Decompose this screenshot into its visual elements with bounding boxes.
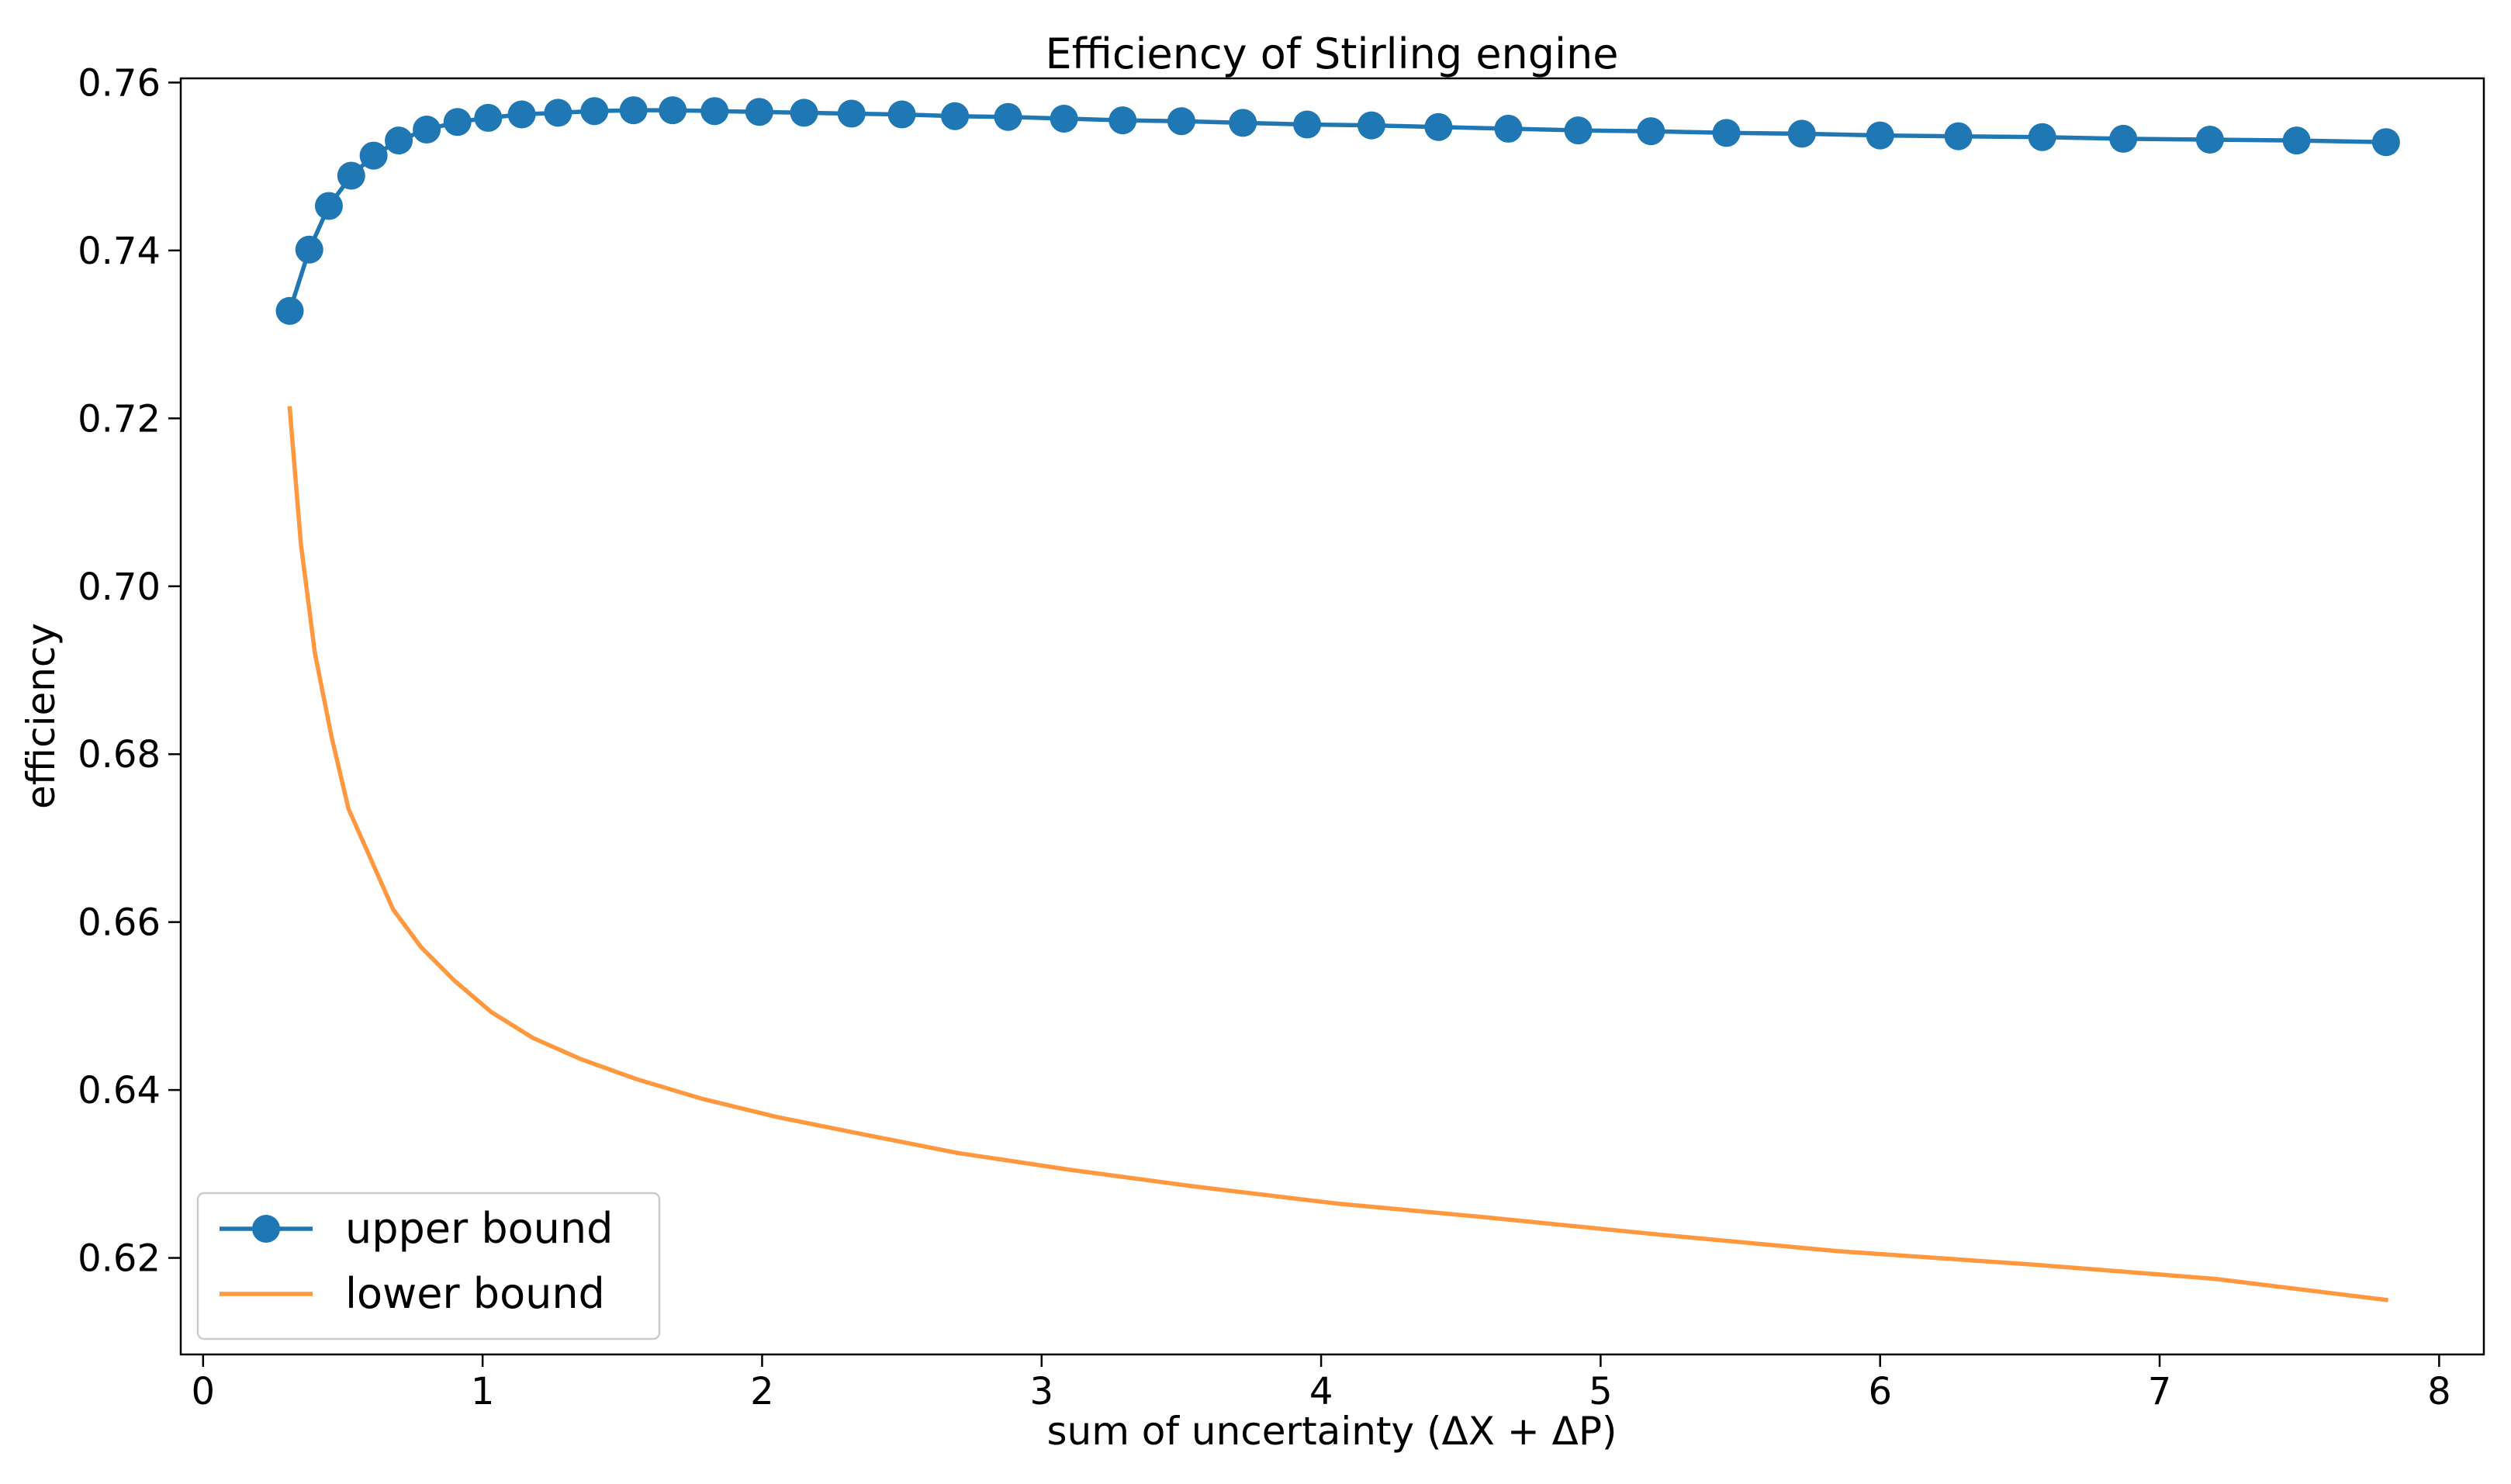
data-point-upper-bound xyxy=(1866,121,1894,150)
data-point-upper-bound xyxy=(1167,107,1195,136)
x-tick-label: 8 xyxy=(2427,1370,2451,1413)
plot-frame xyxy=(179,77,2485,1356)
legend-label-lower-bound: lower bound xyxy=(345,1269,605,1318)
data-point-upper-bound xyxy=(443,108,472,137)
data-point-upper-bound xyxy=(1712,119,1741,147)
data-point-upper-bound xyxy=(2282,126,2311,155)
legend-label-upper-bound: upper bound xyxy=(345,1204,613,1253)
data-point-upper-bound xyxy=(1787,119,1816,148)
x-tick-label: 3 xyxy=(1029,1370,1053,1413)
data-point-upper-bound xyxy=(837,99,866,128)
y-tick-label: 0.66 xyxy=(78,901,161,945)
data-point-upper-bound xyxy=(359,141,388,170)
x-tick-label: 1 xyxy=(471,1370,495,1413)
y-tick-label: 0.72 xyxy=(78,397,161,441)
data-point-upper-bound xyxy=(507,100,536,129)
data-point-upper-bound xyxy=(2195,126,2224,154)
x-axis: 0 1 2 3 4 5 6 7 8 xyxy=(192,1354,2451,1413)
data-point-upper-bound xyxy=(1050,104,1078,133)
y-axis: 0.62 0.64 0.66 0.68 0.70 0.72 0.74 0.76 xyxy=(78,61,181,1281)
data-point-upper-bound xyxy=(941,102,970,130)
data-point-upper-bound xyxy=(745,98,773,126)
data-point-upper-bound xyxy=(413,116,441,144)
series-line-upper-bound xyxy=(287,108,2388,314)
data-point-upper-bound xyxy=(1293,110,1322,139)
x-tick-label: 0 xyxy=(192,1370,216,1413)
data-point-upper-bound xyxy=(314,192,343,220)
x-tick-label: 6 xyxy=(1868,1370,1892,1413)
data-point-upper-bound xyxy=(1109,106,1137,135)
x-tick-label: 7 xyxy=(2148,1370,2172,1413)
data-point-upper-bound xyxy=(275,296,304,325)
data-point-upper-bound xyxy=(1494,114,1523,143)
data-point-upper-bound xyxy=(544,99,572,127)
y-tick-label: 0.76 xyxy=(78,61,161,105)
data-point-upper-bound xyxy=(2028,123,2056,151)
data-point-upper-bound xyxy=(1564,116,1593,145)
data-point-upper-bound xyxy=(580,97,609,126)
series-line-lower-bound xyxy=(287,406,2388,1302)
data-point-upper-bound xyxy=(994,102,1022,131)
x-tick-label: 2 xyxy=(750,1370,774,1413)
data-point-upper-bound xyxy=(700,97,729,126)
y-tick-label: 0.70 xyxy=(78,566,161,609)
data-point-upper-bound xyxy=(1637,117,1665,146)
legend-box xyxy=(196,1192,661,1340)
data-point-upper-bound xyxy=(2109,124,2138,153)
y-tick-label: 0.62 xyxy=(78,1237,161,1281)
data-point-upper-bound xyxy=(887,100,916,129)
data-point-upper-bound xyxy=(659,96,687,125)
data-point-upper-bound xyxy=(619,96,648,125)
data-point-upper-bound xyxy=(1944,122,1973,150)
x-axis-label: sum of uncertainty (ΔX + ΔP) xyxy=(1046,1409,1617,1454)
x-tick-label: 5 xyxy=(1589,1370,1613,1413)
data-point-upper-bound xyxy=(1229,109,1257,137)
y-axis-label: efficiency xyxy=(19,623,64,809)
data-point-upper-bound xyxy=(337,161,365,190)
x-tick-label: 4 xyxy=(1309,1370,1333,1413)
plot-area xyxy=(275,96,2400,1302)
data-point-upper-bound xyxy=(790,99,818,127)
data-point-upper-bound xyxy=(2371,128,2400,157)
data-point-upper-bound xyxy=(474,103,503,132)
legend-marker-upper-bound xyxy=(252,1215,280,1243)
data-point-upper-bound xyxy=(1357,111,1385,140)
data-point-upper-bound xyxy=(295,235,323,264)
chart-title: Efficiency of Stirling engine xyxy=(1046,29,1619,78)
y-tick-label: 0.64 xyxy=(78,1069,161,1112)
y-tick-label: 0.68 xyxy=(78,733,161,777)
y-tick-label: 0.74 xyxy=(78,230,161,273)
data-point-upper-bound xyxy=(385,126,413,155)
legend: upper bound lower bound xyxy=(196,1192,661,1340)
data-point-upper-bound xyxy=(1424,112,1453,141)
